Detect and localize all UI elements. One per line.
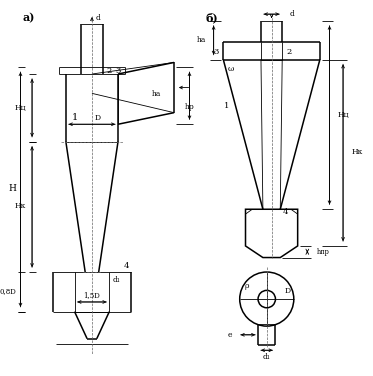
Text: ρ: ρ	[244, 282, 249, 290]
Text: hа: hа	[152, 90, 162, 98]
Text: Hк: Hк	[352, 148, 363, 156]
Text: hа: hа	[197, 36, 206, 44]
Text: Hц: Hц	[15, 104, 26, 112]
Text: d₁: d₁	[263, 353, 271, 361]
Text: H: H	[9, 185, 17, 194]
Text: 1,5D: 1,5D	[84, 291, 100, 299]
Text: б): б)	[206, 12, 219, 24]
Text: 3: 3	[115, 67, 121, 75]
Text: d: d	[95, 14, 100, 22]
Text: d₁: d₁	[112, 276, 120, 284]
Text: 4: 4	[282, 208, 288, 216]
Text: 0,8D: 0,8D	[0, 287, 17, 295]
Text: 1: 1	[225, 102, 230, 110]
Text: 3: 3	[213, 48, 218, 56]
Text: 1: 1	[71, 113, 78, 122]
Text: e: e	[228, 331, 232, 339]
Text: 2: 2	[286, 48, 292, 56]
Text: Hк: Hк	[15, 202, 26, 210]
Text: a): a)	[22, 12, 35, 24]
Text: D: D	[95, 114, 101, 123]
Text: hпр: hпр	[317, 248, 330, 256]
Text: d: d	[290, 10, 295, 18]
Text: hр: hр	[185, 103, 194, 111]
Text: 2: 2	[107, 67, 112, 75]
Text: D: D	[285, 287, 291, 295]
Text: ω: ω	[228, 65, 234, 73]
Text: Hц: Hц	[337, 111, 349, 118]
Text: 4: 4	[124, 262, 129, 270]
